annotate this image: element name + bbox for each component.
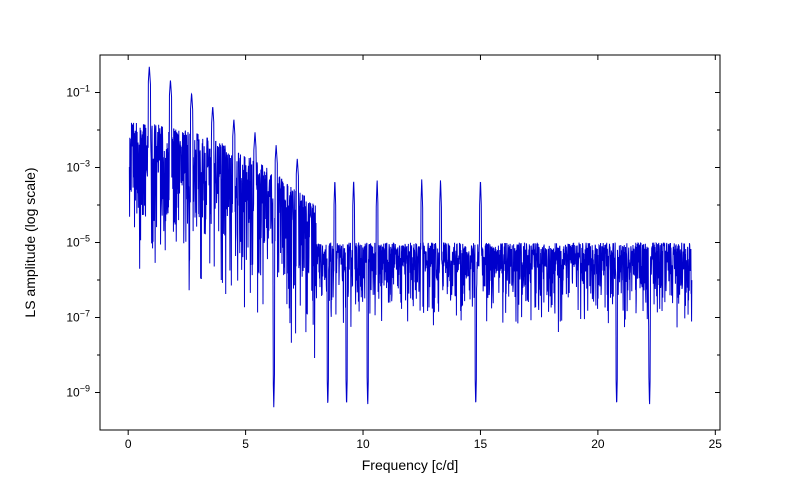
- x-tick-label: 5: [242, 437, 249, 451]
- periodogram-line: [129, 67, 691, 407]
- chart-svg: 0 5 10 15 20 25 Frequency [c/d] 10−9 10−7 10−5 10−…: [0, 0, 800, 500]
- y-tick-label: 10−3: [66, 159, 90, 175]
- periodogram-chart: 0 5 10 15 20 25 Frequency [c/d] 10−9 10−7 10−5 10−…: [0, 0, 800, 500]
- x-tick-label: 15: [474, 437, 488, 451]
- x-tick-label: 10: [356, 437, 370, 451]
- y-tick-label: 10−5: [66, 234, 90, 250]
- y-axis-label: LS amplitude (log scale): [22, 167, 38, 317]
- x-axis-label: Frequency [c/d]: [362, 457, 459, 473]
- y-tick-label: 10−7: [66, 309, 90, 325]
- x-tick-label: 20: [591, 437, 605, 451]
- x-tick-label: 25: [709, 437, 723, 451]
- x-tick-label: 0: [125, 437, 132, 451]
- y-tick-label: 10−1: [66, 84, 90, 100]
- y-tick-label: 10−9: [66, 384, 90, 400]
